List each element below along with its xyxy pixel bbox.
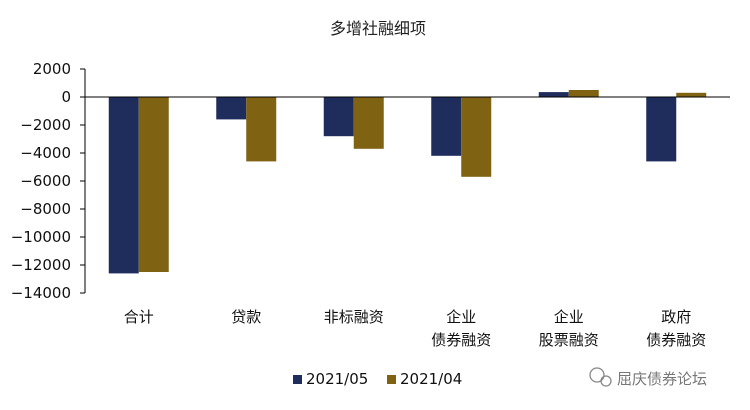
x-tick-label: 企业 bbox=[554, 308, 584, 326]
watermark: 屈庆债券论坛 bbox=[589, 367, 707, 388]
x-tick-label: 贷款 bbox=[231, 308, 261, 326]
wechat-icon bbox=[589, 367, 612, 387]
bar-series1 bbox=[431, 97, 462, 156]
bar-series2 bbox=[676, 92, 707, 97]
y-tick-label: −10000 bbox=[11, 228, 71, 246]
legend: 2021/05 2021/04 bbox=[293, 370, 462, 388]
y-tick-label: −2000 bbox=[20, 116, 71, 134]
legend-swatch bbox=[293, 375, 302, 384]
bar-series1 bbox=[108, 97, 139, 274]
bar-series2 bbox=[246, 97, 277, 162]
x-tick-label: 企业 bbox=[446, 308, 476, 326]
bar-series1 bbox=[216, 97, 247, 120]
plot-area: 2000 0 −2000 −4000 −6000 −8000 −10000 −12000 −14… bbox=[11, 60, 730, 349]
x-tick-label: 债券融资 bbox=[431, 331, 491, 349]
bar-series1 bbox=[323, 97, 354, 137]
x-tick-label: 股票融资 bbox=[539, 331, 599, 349]
bar-series1 bbox=[646, 97, 677, 162]
legend-label: 2021/05 bbox=[306, 370, 368, 388]
x-tick-label: 政府 bbox=[661, 308, 691, 326]
x-tick-label: 非标融资 bbox=[324, 308, 384, 326]
y-tick-label: 2000 bbox=[33, 60, 71, 78]
bar-series2 bbox=[353, 97, 384, 149]
y-tick-label: 0 bbox=[61, 88, 71, 106]
bar-series1 bbox=[538, 92, 569, 97]
y-tick-label: −12000 bbox=[11, 256, 71, 274]
bar-series2 bbox=[138, 97, 169, 272]
bar-series2 bbox=[461, 97, 492, 177]
bar-series2 bbox=[568, 90, 599, 97]
legend-swatch bbox=[387, 375, 396, 384]
watermark-text: 屈庆债券论坛 bbox=[617, 370, 707, 388]
chart-title: 多增社融细项 bbox=[330, 19, 426, 38]
y-tick-label: −14000 bbox=[11, 284, 71, 302]
legend-label: 2021/04 bbox=[400, 370, 462, 388]
x-tick-label: 债券融资 bbox=[646, 331, 706, 349]
x-tick-label: 合计 bbox=[124, 308, 154, 326]
y-tick-label: −6000 bbox=[20, 172, 71, 190]
y-tick-label: −4000 bbox=[20, 144, 71, 162]
y-tick-label: −8000 bbox=[20, 200, 71, 218]
